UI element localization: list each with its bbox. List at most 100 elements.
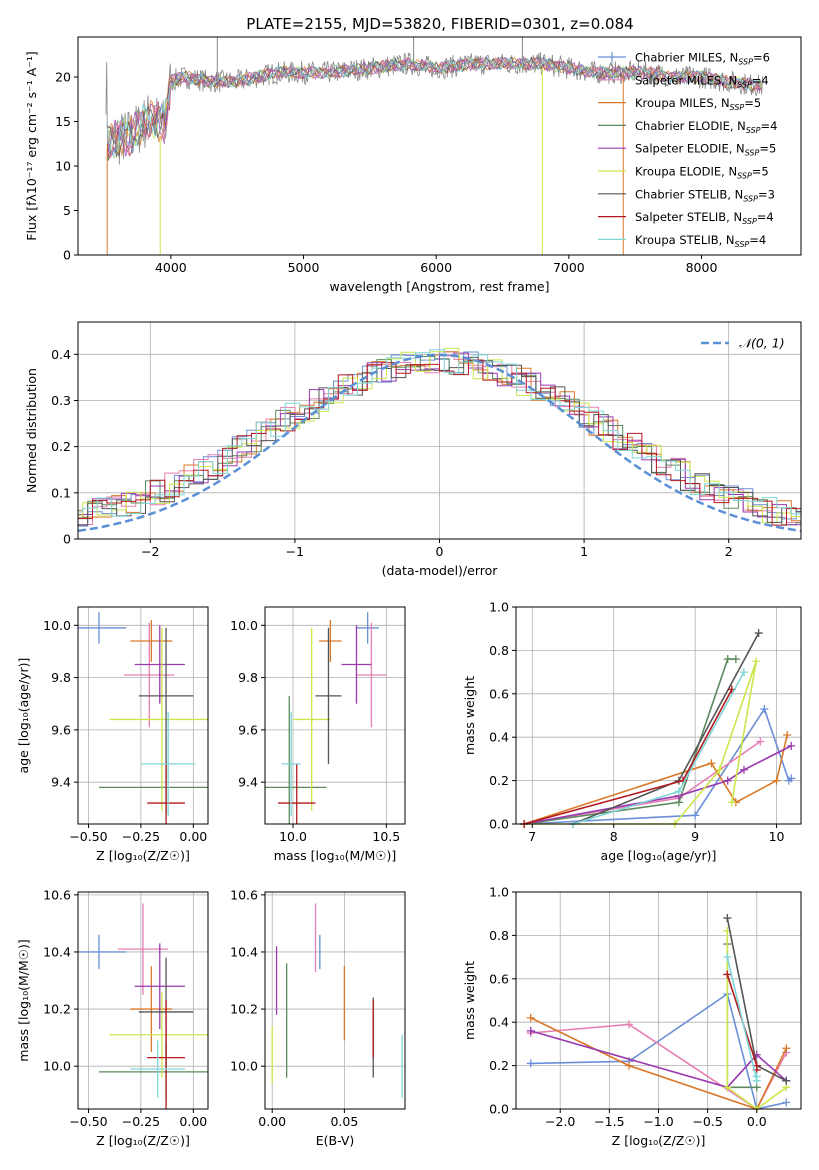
legend-label: Kroupa ELODIE, NSSP=5 (635, 165, 769, 181)
point-marker-salpeter_miles (756, 737, 765, 746)
y-tick-label: 0.4 (489, 730, 509, 745)
point-marker-salpeter_elodie (787, 741, 796, 750)
panel-age_vs_mass: 10.0 10.5 9.4 9.6 9.8 10.0 mass [log₁₀(M/M☉)] (230, 606, 406, 863)
model-line-kroupa_stelib (106, 57, 762, 159)
point-marker-kroupa_stelib (740, 668, 748, 677)
model-line-salpeter_miles (106, 56, 762, 158)
point-marker-chabrier_stelib (723, 914, 732, 923)
y-tick-label: 0 (63, 248, 71, 263)
plot-frame (264, 606, 406, 825)
point-marker-kroupa_stelib (752, 1072, 761, 1081)
x-tick-label: 5000 (288, 260, 320, 275)
point-marker-chabrier_elodie (723, 655, 732, 664)
legend-label: Kroupa MILES, NSSP=5 (635, 96, 761, 112)
point-marker-chabrier_miles (787, 774, 796, 783)
x-tick-label: −2 (141, 544, 159, 559)
legend-label: Chabrier ELODIE, NSSP=4 (635, 119, 777, 135)
y-tick-label: 0.0 (489, 817, 509, 832)
series-line-salpeter_miles (530, 1023, 788, 1111)
y-tick-label: 10.2 (43, 1002, 71, 1017)
errorbars (78, 903, 208, 1109)
x-tick-label: 8000 (686, 260, 718, 275)
x-tick-label: −0.50 (69, 1114, 107, 1129)
y-tick-label: 9.6 (238, 722, 258, 737)
y-tick-label: 0.4 (489, 1015, 509, 1030)
point-marker-kroupa_elodie (723, 1083, 732, 1092)
point-marker-kroupa_elodie (715, 765, 724, 774)
x-tick-label: 1 (580, 544, 588, 559)
legend-label: Salpeter MILES, NSSP=4 (635, 73, 769, 89)
point-marker-chabrier_miles (526, 1059, 535, 1068)
legend-label: Salpeter STELIB, NSSP=4 (635, 210, 774, 226)
model-line-chabrier_miles (106, 56, 762, 157)
point-marker-chabrier_stelib (782, 1076, 791, 1085)
panel-mass_vs_Z: −0.50 −0.25 0.00 10.0 10.2 10.4 10.6 Z [log₁₀(Z… (16, 887, 209, 1148)
y-tick-label: 10.4 (230, 944, 258, 959)
x-tick-label: 6000 (420, 260, 452, 275)
y-tick-label: 0.8 (489, 928, 509, 943)
x-tick-label: 2 (725, 544, 733, 559)
point-marker-kroupa_miles (772, 776, 781, 785)
legend-label: 𝒩(0, 1) (739, 336, 785, 351)
x-tick-label: −0.50 (69, 829, 107, 844)
errorbars (265, 612, 387, 824)
point-marker-kroupa_elodie (727, 798, 736, 807)
model-line-kroupa_miles (106, 56, 762, 156)
y-tick-label: 0.4 (51, 347, 71, 362)
legend-label: Chabrier STELIB, NSSP=3 (635, 187, 775, 203)
y-tick-label: 15 (55, 114, 71, 129)
chart-title: PLATE=2155, MJD=53820, FIBERID=0301, z=0… (246, 15, 633, 33)
y-tick-label: 0.6 (489, 686, 509, 701)
panel-mass_weight_vs_age: 7 8 9 10 0.0 0.2 0.4 0.6 0.8 1.0 age [log₁₀(age/yr… (462, 600, 802, 863)
x-tick-label: −1 (286, 544, 304, 559)
y-tick-label: 0.2 (489, 1058, 509, 1073)
series-line-salpeter_elodie (530, 1030, 787, 1089)
panel-spectrum: 4000 5000 6000 7000 8000 0 5 10 15 20 wavelength [… (24, 36, 802, 294)
point-marker-kroupa_elodie (752, 657, 761, 666)
x-axis-label: Z [log₁₀(Z/Z☉)] (612, 1133, 706, 1148)
x-tick-label: −0.25 (122, 829, 160, 844)
x-tick-label: −0.5 (692, 1114, 722, 1129)
histogram-chabrier_stelib (78, 356, 801, 526)
y-tick-label: 0.2 (489, 773, 509, 788)
panel-age_vs_Z: −0.50 −0.25 0.00 9.4 9.6 9.8 10.0 Z [log₁₀(Z/Z☉… (16, 606, 209, 863)
y-tick-label: 0.1 (51, 485, 71, 500)
point-marker-chabrier_stelib (754, 629, 763, 638)
point-marker-kroupa_miles (625, 1061, 634, 1070)
point-marker-kroupa_miles (526, 1013, 535, 1022)
plot-frame (77, 36, 802, 256)
y-tick-label: 1.0 (489, 600, 509, 615)
y-tick-label: 0.6 (489, 971, 509, 986)
plot-frame (264, 891, 406, 1110)
x-axis-label: wavelength [Angstrom, rest frame] (329, 279, 549, 294)
point-marker-chabrier_miles (691, 811, 700, 820)
x-tick-label: −2.0 (545, 1114, 575, 1129)
plot-frame (515, 606, 802, 825)
point-marker-kroupa_miles (707, 759, 716, 768)
y-tick-label: 10.0 (43, 1059, 71, 1074)
y-tick-label: 9.4 (51, 775, 71, 790)
y-tick-label: 10 (55, 159, 71, 174)
x-tick-label: 0.0 (747, 1114, 767, 1129)
point-marker-chabrier_miles (760, 704, 769, 713)
point-marker-salpeter_elodie (723, 776, 732, 785)
y-tick-label: 10.6 (43, 887, 71, 902)
x-axis-label: mass [log₁₀(M/M☉)] (274, 848, 396, 863)
spectrum-lines (105, 37, 764, 255)
gaussian-curve (78, 353, 801, 533)
y-tick-label: 10.2 (230, 1002, 258, 1017)
y-tick-label: 0.2 (51, 439, 71, 454)
y-axis-label: mass [log₁₀(M/M☉)] (16, 939, 31, 1061)
histogram-chabrier_elodie (78, 356, 801, 526)
y-tick-label: 1.0 (489, 885, 509, 900)
y-tick-label: 0.0 (489, 1102, 509, 1117)
x-axis-label: Z [log₁₀(Z/Z☉)] (96, 848, 190, 863)
x-tick-label: 10 (769, 829, 785, 844)
histogram-salpeter_stelib (78, 359, 801, 526)
plot-frame (77, 891, 209, 1110)
x-tick-label: 7 (528, 829, 536, 844)
point-marker-chabrier_miles (782, 1098, 791, 1107)
y-axis-label: age [log₁₀(age/yr)] (16, 658, 31, 774)
y-axis-label: Flux [fλ10⁻¹⁷ erg cm⁻² s⁻¹ A⁻¹] (24, 51, 39, 240)
